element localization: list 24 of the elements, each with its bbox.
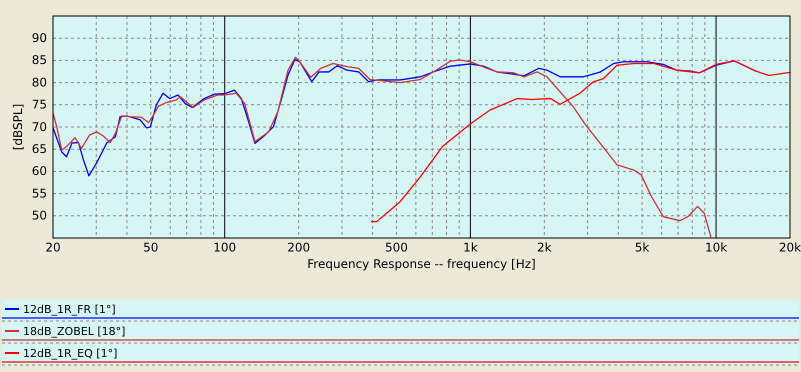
x-axis-title: Frequency Response -- frequency [Hz] — [307, 257, 536, 271]
y-tick-label: 70 — [32, 120, 47, 134]
x-tick-label: 50 — [143, 240, 158, 255]
x-tick-label: 2k — [537, 240, 552, 255]
legend-label: 12dB_1R_FR [1°] — [23, 303, 116, 316]
y-tick-label: 75 — [32, 98, 47, 112]
x-tick-label: 1k — [463, 240, 478, 255]
x-tick-label: 5k — [634, 240, 650, 255]
x-tick-label: 100 — [213, 240, 236, 255]
legend-label: 12dB_1R_EQ [1°] — [23, 347, 118, 360]
x-tick-label: 200 — [287, 240, 310, 255]
x-tick-label: 20 — [45, 240, 61, 255]
y-tick-label: 50 — [32, 208, 47, 223]
y-axis-title: [dBSPL] — [11, 104, 25, 150]
y-tick-label: 65 — [32, 142, 47, 156]
x-tick-label: 10k — [704, 240, 728, 255]
y-tick-label: 85 — [32, 53, 47, 68]
y-tick-label: 80 — [32, 75, 47, 90]
y-tick-label: 60 — [32, 164, 47, 178]
y-tick-label: 55 — [32, 186, 47, 200]
y-tick-label: 90 — [32, 31, 47, 46]
x-tick-label: 20k — [778, 240, 801, 255]
legend-label: 18dB_ZOBEL [18°] — [23, 325, 126, 338]
x-tick-label: 500 — [384, 240, 408, 255]
